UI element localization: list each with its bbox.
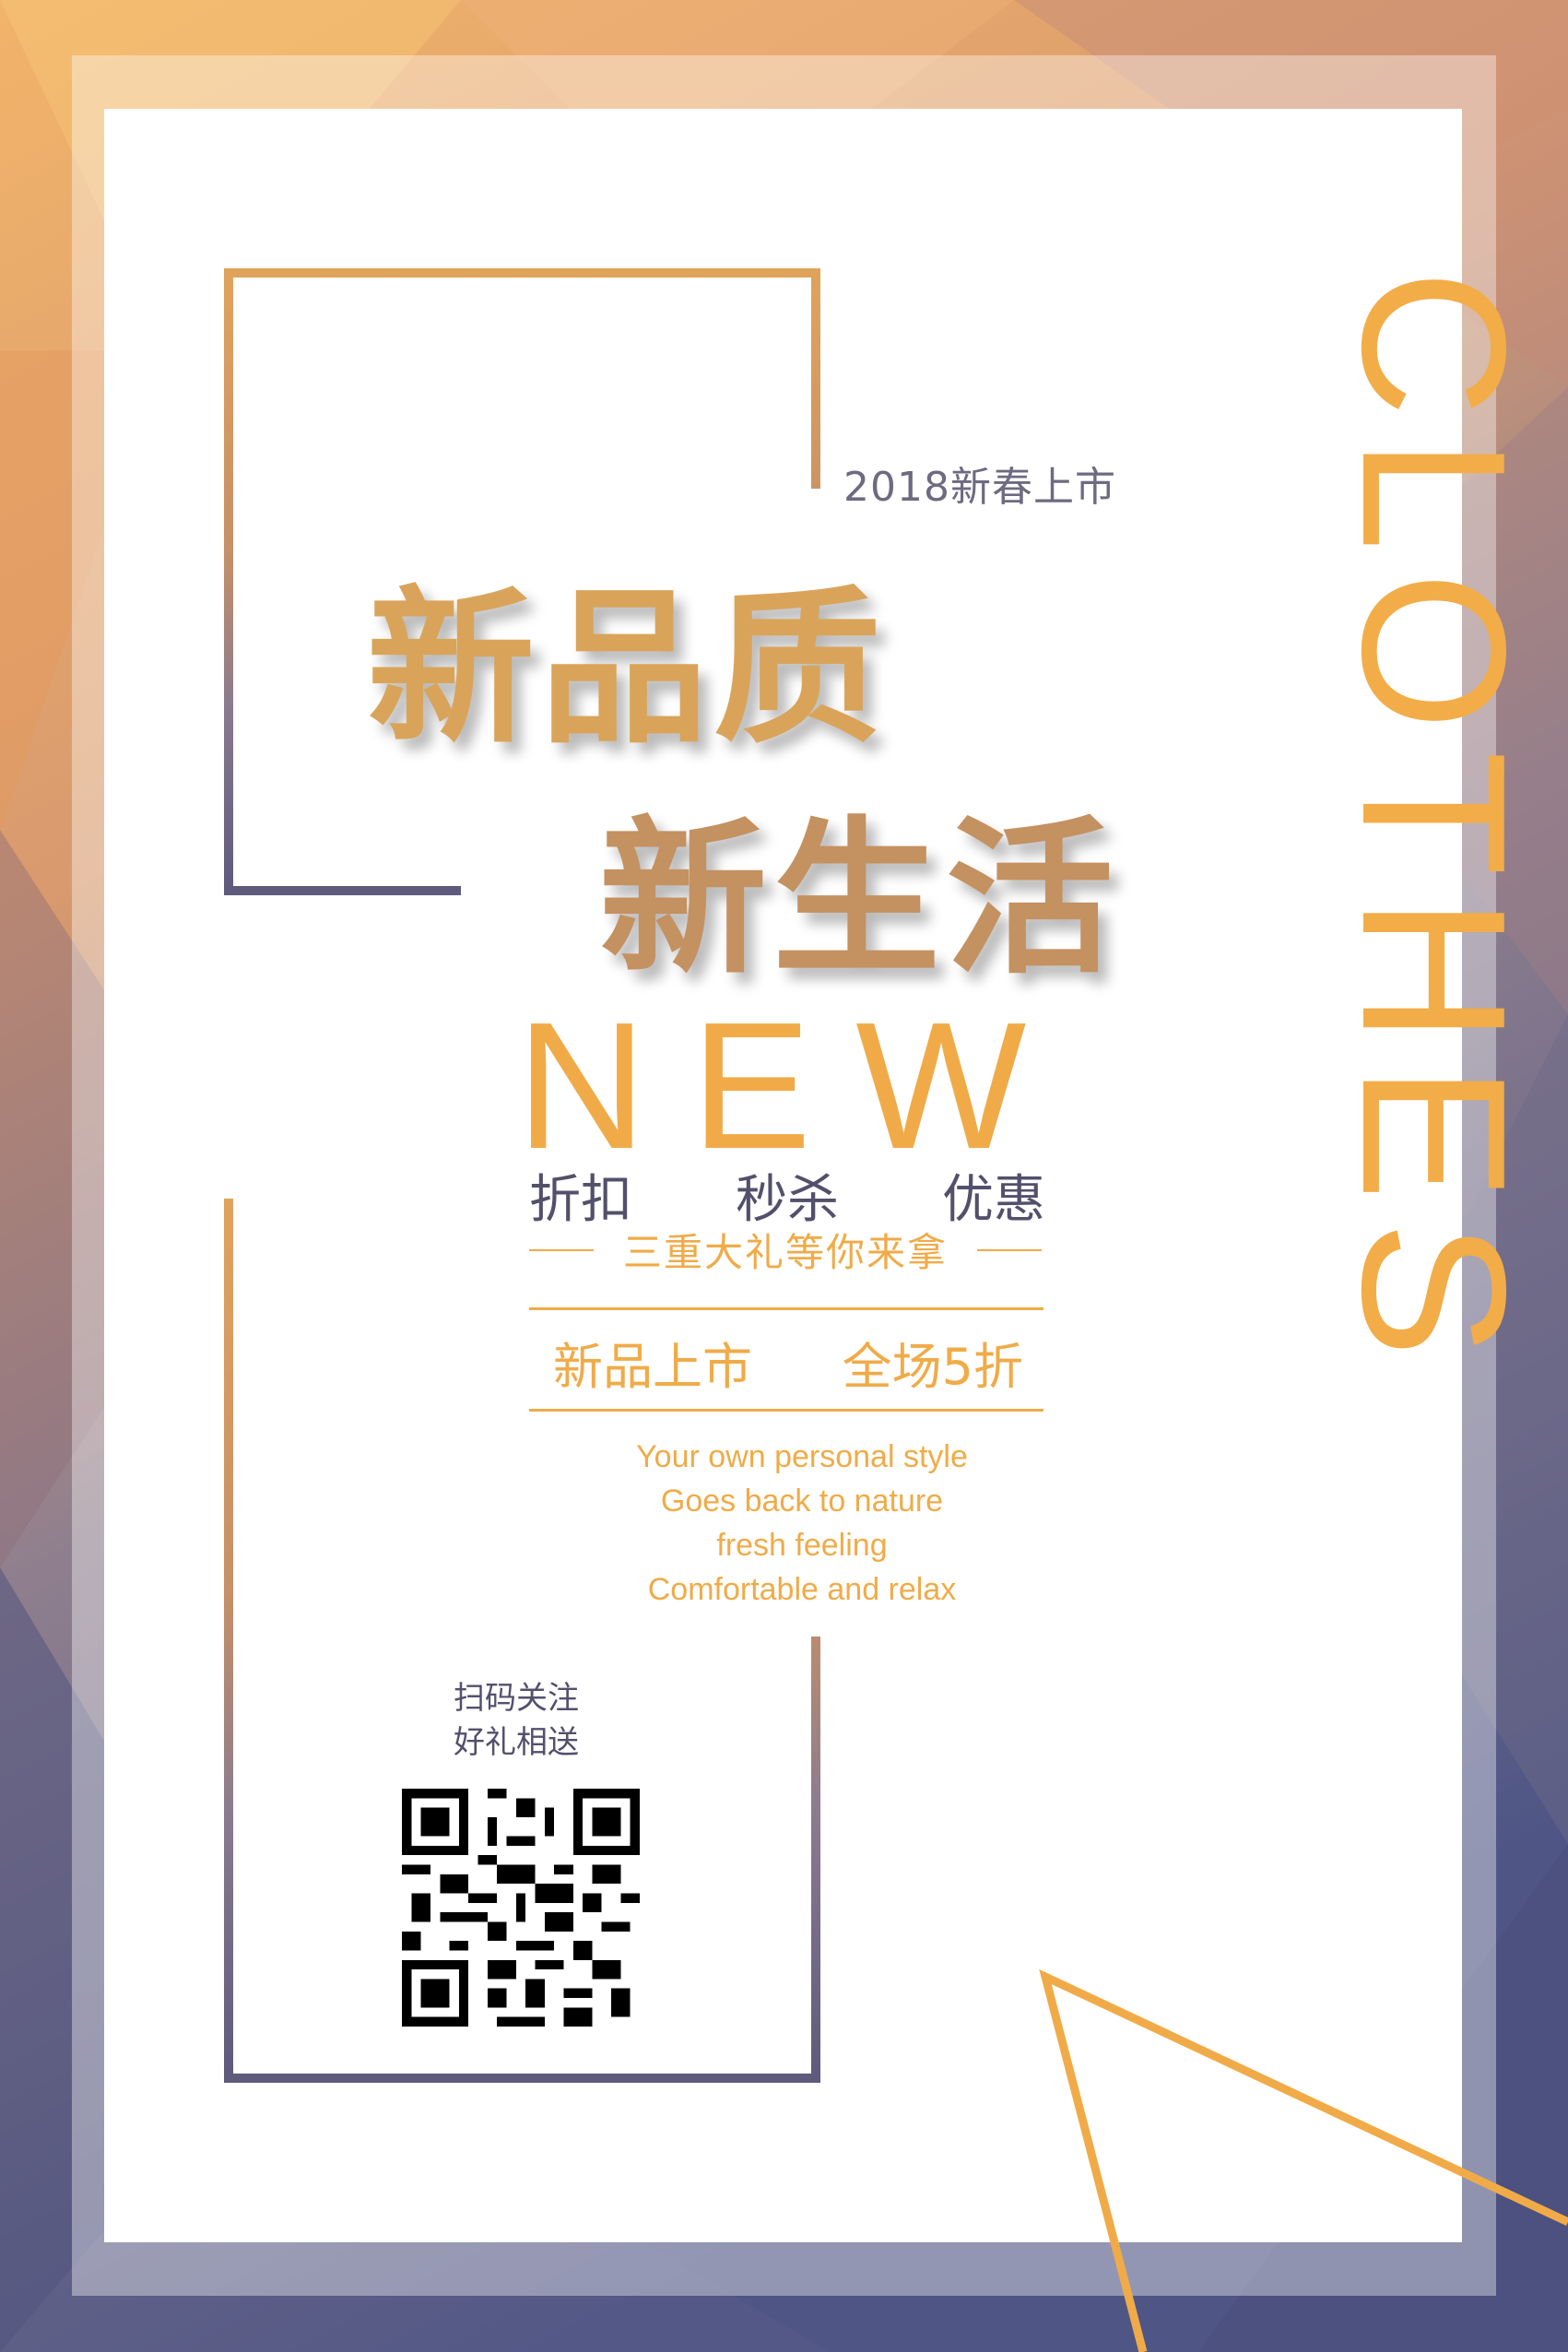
scan-line2: 好礼相送 [454, 1724, 579, 1761]
qr-code-icon[interactable] [402, 1789, 640, 2027]
scan-caption: 扫码关注 好礼相送 [396, 1676, 636, 1765]
year-tag: 2018新春上市 [843, 464, 1116, 511]
offer-deal: 优惠 [942, 1170, 1045, 1230]
headline-line2: 新生活 [599, 801, 1119, 997]
slogan-line: Comfortable and relax [647, 1572, 957, 1607]
offer-flash-sale: 秒杀 [736, 1170, 839, 1230]
promo-new-arrivals: 新品上市 [553, 1338, 752, 1396]
gift-line: 三重大礼等你来拿 [529, 1222, 1042, 1278]
gift-dash-right [977, 1248, 1042, 1251]
promo-rule-top [529, 1307, 1043, 1310]
offer-discount: 折扣 [529, 1170, 632, 1230]
slogans: Your own personal style Goes back to nat… [516, 1435, 1088, 1612]
scan-line1: 扫码关注 [454, 1680, 579, 1717]
white-panel [104, 109, 1462, 2242]
bracket-bottom-frame [224, 1199, 820, 2083]
vertical-word-clothes: CLOTHES [1319, 269, 1548, 1378]
slogan-line: Goes back to nature [660, 1483, 944, 1519]
bracket-top-frame [224, 268, 820, 895]
gift-text: 三重大礼等你来拿 [622, 1230, 948, 1275]
triangle-lines [1039, 1968, 1568, 2352]
promo-row: 新品上市 全场5折 [553, 1326, 1023, 1399]
promo-half-off: 全场5折 [842, 1338, 1023, 1396]
gift-dash-left [529, 1248, 594, 1251]
new-word: NEW [516, 985, 1071, 1187]
slogan-line: fresh feeling [716, 1528, 888, 1563]
promo-rule-bottom [529, 1409, 1043, 1412]
headline-line1: 新品质 [367, 571, 887, 766]
offers-row: 折扣 秒杀 优惠 [529, 1158, 1045, 1233]
slogan-line: Your own personal style [636, 1439, 968, 1474]
